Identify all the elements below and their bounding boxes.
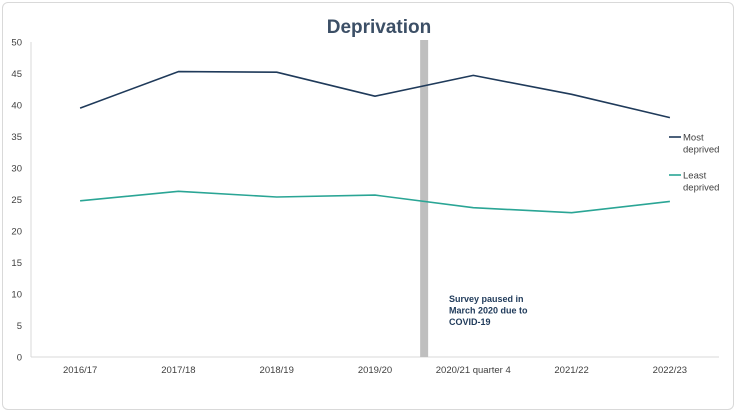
x-tick-label: 2019/20: [358, 365, 392, 376]
x-tick-label: 2016/17: [63, 365, 97, 376]
x-tick-label: 2020/21 quarter 4: [436, 365, 511, 376]
legend-label: deprived: [683, 183, 719, 194]
series-line-least-deprived: [80, 190, 670, 214]
annotation-line: Survey paused in: [449, 294, 524, 304]
x-axis: 2016/17 2017/18 2018/19 2019/20 2020/21 quar…: [31, 356, 719, 376]
covid-pause-marker: [420, 40, 429, 357]
y-tick-label: 50: [11, 38, 22, 49]
y-tick-label: 0: [17, 353, 22, 364]
y-tick-label: 25: [11, 195, 22, 206]
covid-pause-annotation: Survey paused in March 2020 due toCOVID-1…: [449, 294, 528, 327]
legend-label: Least: [683, 171, 707, 182]
y-tick-label: 35: [11, 132, 22, 143]
series-line-most-deprived: [79, 70, 671, 119]
y-tick-label: 5: [17, 321, 22, 332]
legend-label: deprived: [683, 145, 719, 156]
x-tick-label: 2017/18: [161, 365, 195, 376]
y-tick-label: 20: [11, 227, 22, 238]
chart-frame: [2, 2, 734, 410]
y-axis: 0 5 10 15 20 25 30 35 40 45 50: [11, 38, 32, 364]
y-tick-label: 15: [11, 258, 22, 269]
series-lines: [79, 70, 671, 214]
x-tick-label: 2021/22: [554, 365, 588, 376]
covid-pause-bar: [420, 40, 429, 357]
annotation-line: COVID-19: [449, 317, 491, 327]
chart-title: Deprivation: [327, 17, 432, 38]
x-tick-label: 2022/23: [653, 365, 687, 376]
y-tick-label: 10: [11, 290, 22, 301]
x-tick-label: 2018/19: [260, 365, 294, 376]
y-tick-label: 30: [11, 164, 22, 175]
y-tick-label: 40: [11, 101, 22, 112]
annotation-line: March 2020 due to: [449, 306, 528, 316]
legend-label: Most: [683, 133, 704, 144]
y-tick-label: 45: [11, 69, 22, 80]
